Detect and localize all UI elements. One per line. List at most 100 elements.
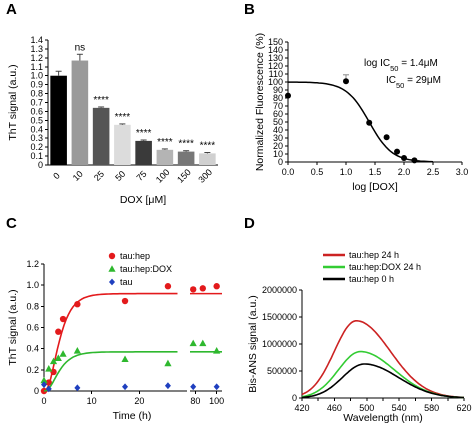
c-x-tick-label: 100 (209, 396, 224, 406)
c-x-tick-label: 20 (134, 396, 144, 406)
a-significance-label: **** (136, 128, 152, 139)
a-bar (199, 153, 216, 165)
c-y-tick-label: 1.0 (26, 280, 39, 290)
c-x-tick-label: 0 (41, 396, 46, 406)
a-y-tick-label: 0.4 (30, 124, 43, 134)
a-bar (177, 151, 195, 165)
c-legend-marker (108, 265, 116, 272)
a-significance-label: ns (75, 42, 86, 53)
panel-letter-c: C (6, 215, 17, 232)
d-x-tick-label: 540 (392, 403, 407, 413)
b-x-tick-label: 0.5 (311, 167, 324, 177)
d-x-tick-label: 500 (359, 403, 374, 413)
b-y-tick-label: 130 (268, 53, 283, 63)
d-x-axis-label: Wavelength (nm) (343, 412, 423, 424)
c-data-point (73, 346, 81, 354)
c-legend-label: tau (120, 277, 133, 287)
b-y-tick-label: 30 (273, 133, 283, 143)
b-y-tick-label: 120 (268, 61, 283, 71)
b-y-tick-label: 150 (268, 37, 283, 47)
c-data-point (54, 354, 62, 361)
c-legend-marker (108, 252, 116, 260)
a-y-tick-label: 0.3 (30, 133, 43, 143)
c-y-tick-label: 0.4 (26, 344, 39, 354)
c-data-point (121, 355, 129, 363)
b-data-point (343, 78, 349, 85)
a-y-tick-label: 0.8 (30, 89, 43, 99)
a-x-tick-label: 100 (154, 167, 172, 185)
c-data-point (41, 381, 47, 389)
c-data-point (121, 297, 129, 305)
b-x-tick-label: 0.0 (282, 167, 295, 177)
a-significance-label: **** (178, 139, 194, 150)
a-y-tick-label: 1.1 (30, 62, 43, 72)
d-spectrum-line (301, 363, 464, 399)
d-x-tick-label: 580 (424, 403, 439, 413)
c-data-point (122, 383, 129, 391)
b-x-tick-label: 1.0 (340, 167, 353, 177)
b-y-tick-label: 10 (273, 149, 283, 159)
a-x-tick-label: 0 (51, 171, 62, 182)
b-y-tick-label: 110 (269, 69, 283, 79)
a-y-tick-label: 0.1 (30, 151, 43, 161)
c-y-tick-label: 0.2 (26, 365, 39, 375)
a-bar (135, 140, 152, 165)
panel-letter-a: A (6, 1, 17, 18)
c-data-point (45, 379, 52, 386)
b-y-tick-label: 60 (273, 109, 283, 119)
b-data-point (411, 157, 418, 164)
a-significance-label: **** (115, 112, 131, 123)
d-legend-label: tau:hep 24 h (349, 250, 399, 260)
a-bar (92, 107, 110, 165)
a-x-tick-label: 10 (71, 169, 85, 183)
c-y-tick-label: 0 (34, 386, 39, 396)
c-data-point (59, 350, 67, 357)
b-y-axis-label: Normalized Fluorescence (%) (254, 33, 266, 171)
c-y-tick-label: 0.8 (26, 301, 39, 311)
a-bar (156, 149, 174, 165)
a-y-tick-label: 1.4 (30, 35, 43, 45)
c-data-point (74, 384, 81, 392)
b-x-tick-label: 2.5 (427, 167, 440, 177)
d-y-axis-label: Bis-ANS signal (a.u.) (247, 295, 259, 392)
a-y-tick-label: 1.3 (30, 44, 43, 54)
a-bar (71, 60, 89, 165)
c-data-point (164, 359, 172, 367)
c-data-point (213, 283, 220, 290)
d-y-tick-label: 1000000 (262, 339, 297, 349)
b-data-point (394, 148, 401, 155)
b-data-point (401, 155, 407, 161)
c-data-point (50, 368, 57, 376)
a-x-tick-label: 25 (92, 169, 106, 183)
b-x-axis-label: log [DOX] (352, 181, 398, 193)
a-significance-label: **** (93, 95, 109, 106)
b-y-tick-label: 70 (273, 101, 283, 111)
c-data-point (59, 315, 67, 323)
a-y-tick-label: 1.0 (30, 71, 43, 81)
c-data-point (74, 301, 81, 308)
c-x-tick-label: 10 (87, 396, 97, 406)
c-y-axis-label: ThT signal (a.u.) (7, 289, 19, 365)
c-data-point (55, 328, 62, 335)
a-y-tick-label: 0.2 (30, 142, 43, 152)
d-y-tick-label: 0 (292, 393, 297, 403)
c-data-point (190, 383, 197, 391)
b-fit-curve (288, 81, 434, 163)
d-y-tick-label: 500000 (267, 366, 297, 376)
c-data-point (199, 339, 207, 347)
c-data-point (45, 385, 52, 393)
a-significance-label: **** (200, 141, 216, 152)
a-y-tick-label: 0.7 (30, 98, 43, 108)
panel-letter-d: D (244, 215, 255, 232)
b-y-tick-label: 100 (268, 77, 283, 87)
b-data-point (366, 119, 373, 126)
panel-letter-b: B (244, 1, 255, 18)
c-x-tick-label: 80 (190, 396, 200, 406)
a-x-tick-label: 50 (113, 169, 127, 183)
a-bar (50, 75, 67, 165)
b-x-tick-label: 2.0 (398, 167, 411, 177)
d-x-tick-label: 460 (327, 403, 342, 413)
c-fit-curve (43, 292, 178, 392)
c-data-point (213, 346, 221, 354)
a-x-axis-label: DOX [μM] (120, 194, 166, 206)
